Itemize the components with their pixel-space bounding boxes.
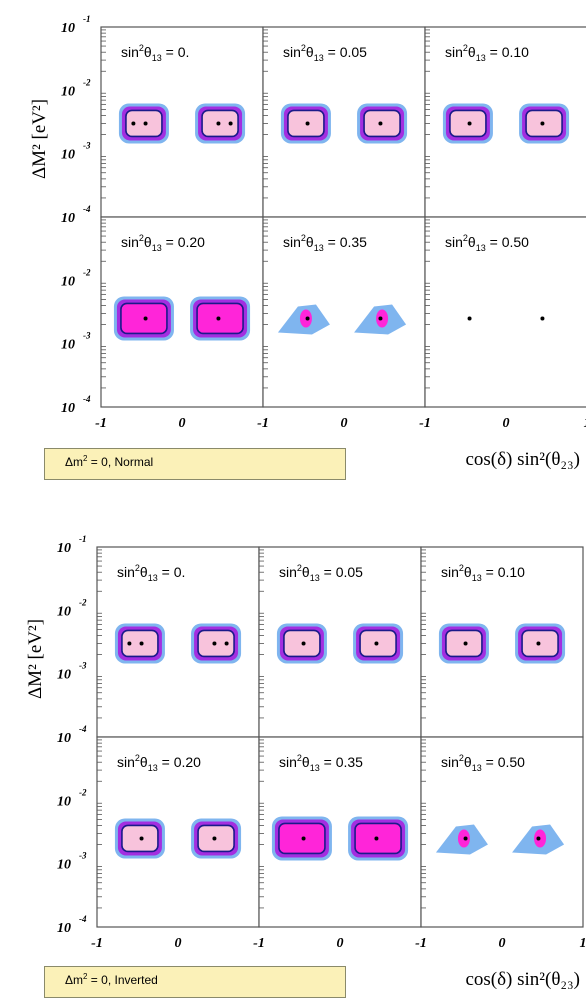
y-tick-label-0-0-3: 10 bbox=[61, 211, 75, 226]
best-fit-point-1-3-0 bbox=[139, 836, 144, 841]
x-tick-label-1-4: -1 bbox=[415, 936, 427, 951]
y-tick-exponent-1-0-2: -3 bbox=[79, 661, 87, 671]
best-fit-point-0-3-1 bbox=[216, 316, 221, 321]
panel-title-1-3: sin2θ13 = 0.20 bbox=[117, 753, 201, 773]
panel-title-0-1: sin2θ13 = 0.05 bbox=[283, 43, 367, 63]
panel-title-1-5: sin2θ13 = 0.50 bbox=[441, 753, 525, 773]
y-tick-label-1-0-0: 10 bbox=[57, 541, 71, 556]
panel-title-1-2: sin2θ13 = 0.10 bbox=[441, 563, 525, 583]
y-axis-title-1: ΔM² [eV²] bbox=[25, 619, 46, 699]
best-fit-point-0-0-0 bbox=[131, 121, 136, 126]
y-tick-label-0-1-2: 10 bbox=[61, 338, 75, 353]
x-tick-label-1-2: -1 bbox=[253, 936, 265, 951]
panel-frame-0-5 bbox=[424, 216, 586, 408]
y-tick-exponent-0-0-2: -3 bbox=[83, 141, 91, 151]
y-tick-label-0-0-0: 10 bbox=[61, 21, 75, 36]
y-tick-label-1-1-3: 10 bbox=[57, 921, 71, 936]
x-tick-label-0-3: 0 bbox=[341, 416, 348, 431]
y-tick-exponent-0-0-3: -4 bbox=[83, 204, 91, 214]
panel-title-1-4: sin2θ13 = 0.35 bbox=[279, 753, 363, 773]
panel-title-0-3: sin2θ13 = 0.20 bbox=[121, 233, 205, 253]
y-tick-label-0-0-2: 10 bbox=[61, 148, 75, 163]
best-fit-point-1-4-0 bbox=[301, 836, 306, 841]
x-tick-label-0-2: -1 bbox=[257, 416, 269, 431]
legend-inverted-text: Δm2 = 0, Inverted bbox=[65, 972, 158, 987]
y-tick-exponent-1-1-2: -3 bbox=[79, 851, 87, 861]
y-tick-exponent-0-1-3: -4 bbox=[83, 394, 91, 404]
best-fit-point-1-2-1 bbox=[536, 641, 541, 646]
panel-title-1-0: sin2θ13 = 0. bbox=[117, 563, 185, 583]
best-fit-point-0-5-1 bbox=[540, 316, 545, 321]
x-tick-label-1-3: 0 bbox=[337, 936, 344, 951]
legend-normal: Δm2 = 0, Normal bbox=[44, 448, 346, 480]
y-axis-title-0: ΔM² [eV²] bbox=[29, 99, 50, 179]
y-tick-exponent-0-1-2: -3 bbox=[83, 331, 91, 341]
best-fit-point-1-4-1 bbox=[374, 836, 379, 841]
x-tick-label-1-6: 1 bbox=[580, 936, 586, 951]
x-tick-label-0-5: 0 bbox=[503, 416, 510, 431]
best-fit-point-0-2-0 bbox=[467, 121, 472, 126]
y-tick-label-1-1-1: 10 bbox=[57, 794, 71, 809]
x-tick-label-0-0: -1 bbox=[95, 416, 107, 431]
best-fit-point-0-0-1 bbox=[143, 121, 148, 126]
x-tick-label-1-1: 0 bbox=[175, 936, 182, 951]
y-tick-label-0-1-1: 10 bbox=[61, 274, 75, 289]
y-tick-label-0-0-1: 10 bbox=[61, 84, 75, 99]
best-fit-point-0-4-1 bbox=[378, 316, 383, 321]
best-fit-point-1-2-0 bbox=[463, 641, 468, 646]
best-fit-point-1-1-0 bbox=[301, 641, 306, 646]
legend-normal-text: Δm2 = 0, Normal bbox=[65, 454, 154, 469]
x-axis-title-0: cos(δ) sin²(θ₂₃) bbox=[465, 449, 580, 470]
x-axis-title-1: cos(δ) sin²(θ₂₃) bbox=[465, 969, 580, 990]
panel-title-0-5: sin2θ13 = 0.50 bbox=[445, 233, 529, 253]
best-fit-point-0-0-2 bbox=[216, 121, 221, 126]
y-tick-exponent-1-1-1: -2 bbox=[79, 787, 87, 797]
best-fit-point-1-3-1 bbox=[212, 836, 217, 841]
y-tick-label-1-0-2: 10 bbox=[57, 668, 71, 683]
best-fit-point-0-1-0 bbox=[305, 121, 310, 126]
y-tick-exponent-0-0-0: -1 bbox=[83, 14, 91, 24]
x-tick-label-0-1: 0 bbox=[179, 416, 186, 431]
y-tick-exponent-1-0-3: -4 bbox=[79, 724, 87, 734]
panel-frame-0-4 bbox=[262, 216, 426, 408]
best-fit-point-1-0-3 bbox=[224, 641, 229, 646]
best-fit-point-0-1-1 bbox=[378, 121, 383, 126]
best-fit-point-0-4-0 bbox=[305, 316, 310, 321]
best-fit-point-1-0-1 bbox=[139, 641, 144, 646]
panel-title-0-2: sin2θ13 = 0.10 bbox=[445, 43, 529, 63]
best-fit-point-0-3-0 bbox=[143, 316, 148, 321]
best-fit-point-1-1-1 bbox=[374, 641, 379, 646]
y-tick-exponent-0-0-1: -2 bbox=[83, 77, 91, 87]
y-tick-label-1-0-3: 10 bbox=[57, 731, 71, 746]
legend-inverted: Δm2 = 0, Inverted bbox=[44, 966, 346, 998]
best-fit-point-1-5-1 bbox=[536, 836, 541, 841]
y-tick-exponent-1-0-0: -1 bbox=[79, 534, 87, 544]
best-fit-point-0-5-0 bbox=[467, 316, 472, 321]
panel-title-1-1: sin2θ13 = 0.05 bbox=[279, 563, 363, 583]
x-tick-label-1-5: 0 bbox=[499, 936, 506, 951]
y-tick-exponent-1-1-3: -4 bbox=[79, 914, 87, 924]
best-fit-point-0-2-1 bbox=[540, 121, 545, 126]
x-tick-label-0-4: -1 bbox=[419, 416, 431, 431]
x-tick-label-0-6: 1 bbox=[584, 416, 586, 431]
y-tick-exponent-0-1-1: -2 bbox=[83, 267, 91, 277]
panel-frame-1-5 bbox=[420, 736, 584, 928]
best-fit-point-1-0-0 bbox=[127, 641, 132, 646]
y-tick-label-0-1-3: 10 bbox=[61, 401, 75, 416]
y-tick-label-1-1-2: 10 bbox=[57, 858, 71, 873]
best-fit-point-1-5-0 bbox=[463, 836, 468, 841]
panel-title-0-4: sin2θ13 = 0.35 bbox=[283, 233, 367, 253]
y-tick-exponent-1-0-1: -2 bbox=[79, 597, 87, 607]
best-fit-point-1-0-2 bbox=[212, 641, 217, 646]
panel-title-0-0: sin2θ13 = 0. bbox=[121, 43, 189, 63]
best-fit-point-0-0-3 bbox=[228, 121, 233, 126]
x-tick-label-1-0: -1 bbox=[91, 936, 103, 951]
y-tick-label-1-0-1: 10 bbox=[57, 604, 71, 619]
